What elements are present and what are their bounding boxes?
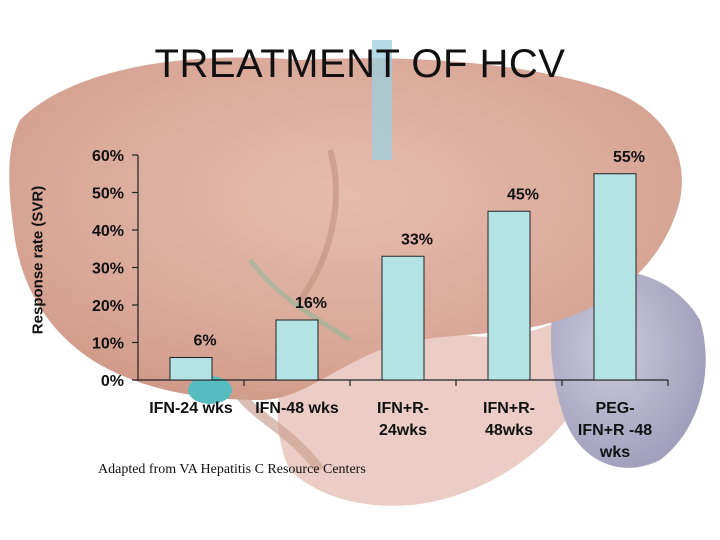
data-label: 6% [193, 333, 216, 350]
y-tick-label: 30% [92, 261, 124, 278]
y-tick-label: 20% [92, 298, 124, 315]
bar [381, 255, 425, 381]
y-axis-title: Response rate (SVR) [29, 185, 47, 335]
category-label: IFN-48 wks [255, 400, 339, 417]
category-label: 48wks [485, 422, 533, 439]
data-label: 33% [401, 231, 433, 248]
category-label: wks [599, 444, 630, 461]
y-tick-label: 50% [92, 186, 124, 203]
data-label: 16% [295, 295, 327, 312]
category-label: IFN+R- [483, 400, 535, 417]
bar [275, 319, 319, 381]
bar [593, 173, 637, 381]
category-label: IFN-24 wks [149, 400, 233, 417]
category-label: PEG- [595, 400, 634, 417]
source-citation: Adapted from VA Hepatitis C Resource Cen… [98, 462, 366, 477]
data-label: 45% [507, 186, 539, 203]
bar [487, 210, 531, 381]
y-tick-label: 0% [101, 373, 124, 390]
y-tick-label: 60% [92, 148, 124, 165]
category-label: 24wks [379, 422, 427, 439]
bar [169, 357, 213, 381]
data-label: 55% [613, 149, 645, 166]
y-tick-label: 10% [92, 336, 124, 353]
category-label: IFN+R -48 [578, 422, 652, 439]
category-label: IFN+R- [377, 400, 429, 417]
slide-title: TREATMENT OF HCV [154, 42, 566, 86]
y-tick-label: 40% [92, 223, 124, 240]
